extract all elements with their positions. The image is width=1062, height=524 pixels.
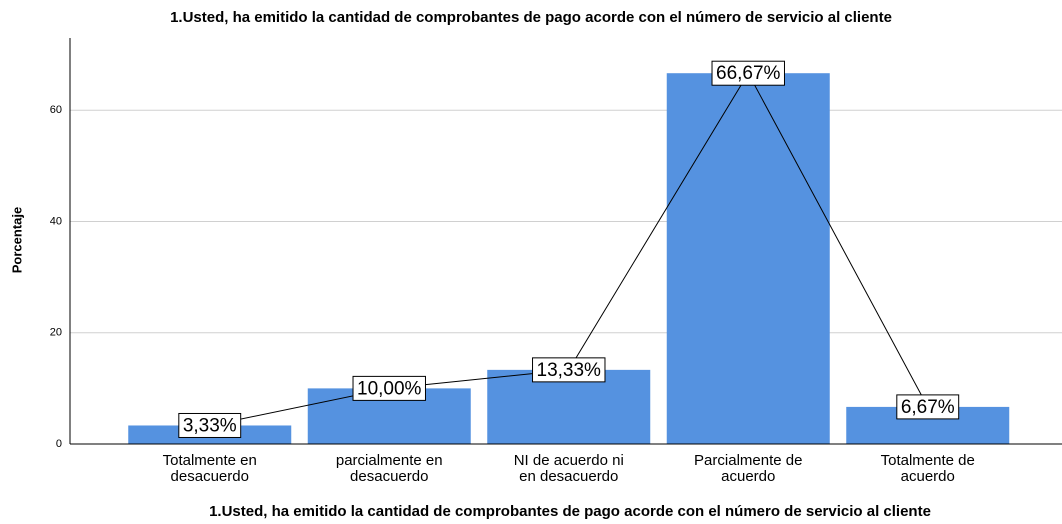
x-tick-label: Parcialmente de acuerdo — [694, 452, 803, 485]
chart-title: 1.Usted, ha emitido la cantidad de compr… — [170, 9, 892, 26]
bar — [666, 73, 830, 445]
y-tick-label: 20 — [50, 327, 62, 339]
data-label: 3,33% — [183, 415, 237, 436]
y-axis-title: Porcentaje — [9, 207, 24, 273]
data-label-box — [532, 357, 606, 383]
y-tick-label: 40 — [50, 215, 62, 227]
x-axis-title: 1.Usted, ha emitido la cantidad de compr… — [209, 503, 931, 520]
x-tick-label: Totalmente en desacuerdo — [162, 452, 257, 485]
x-tick-label: NI de acuerdo ni en desacuerdo — [513, 452, 624, 485]
data-label-box — [711, 60, 785, 86]
x-tick-label: parcialmente en desacuerdo — [335, 452, 443, 485]
data-label: 10,00% — [357, 378, 422, 399]
data-label: 6,67% — [901, 397, 955, 418]
x-tick-label: Totalmente de acuerdo — [880, 452, 975, 485]
data-label-box — [178, 412, 242, 438]
y-tick-label: 60 — [50, 104, 62, 116]
data-label-box — [352, 375, 426, 401]
data-label: 13,33% — [537, 360, 602, 381]
data-label-box — [896, 394, 960, 420]
y-tick-label: 0 — [56, 438, 62, 450]
data-label: 66,67% — [716, 63, 781, 84]
